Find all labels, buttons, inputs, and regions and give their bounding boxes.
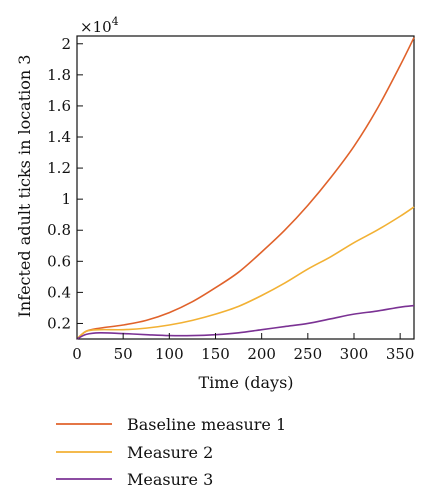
series-lines xyxy=(76,37,415,340)
y-tick-label: 0.6 xyxy=(47,252,71,270)
y-axis-label: Infected adult ticks in location 3 xyxy=(15,55,34,318)
x-tick-label: 150 xyxy=(201,345,230,363)
y-axis-ticks: 0.2 0.4 0.6 0.8 1 1.2 1.4 1.6 1.8 2 xyxy=(47,35,83,332)
y-tick-label: 1.2 xyxy=(47,159,71,177)
x-tick-label: 350 xyxy=(386,345,415,363)
x-axis-label: Time (days) xyxy=(198,373,293,392)
y-tick-label: 0.2 xyxy=(47,314,71,332)
legend-label: Baseline measure 1 xyxy=(127,415,286,434)
x-axis-ticks: 0 50 100 150 200 250 300 350 xyxy=(72,333,414,363)
y-tick-label: 0.8 xyxy=(47,221,71,239)
y-tick-label: 0.4 xyxy=(47,283,71,301)
legend-label: Measure 2 xyxy=(127,443,213,462)
plot-frame xyxy=(76,35,415,340)
y-multiplier-label: ×104 xyxy=(80,15,119,36)
y-tick-label: 1.8 xyxy=(47,66,71,84)
x-tick-label: 0 xyxy=(72,345,82,363)
y-tick-label: 1.6 xyxy=(47,97,71,115)
x-tick-label: 250 xyxy=(294,345,323,363)
series-line-3 xyxy=(76,304,415,340)
x-tick-label: 50 xyxy=(114,345,133,363)
series-line-1 xyxy=(76,37,415,340)
x-tick-label: 300 xyxy=(340,345,369,363)
x-tick-label: 100 xyxy=(155,345,184,363)
legend: Baseline measure 1 Measure 2 Measure 3 xyxy=(56,415,286,489)
plot-area: 0 50 100 150 200 250 300 350 0.2 0.4 0.6 0.8 1 1.2 1.… xyxy=(47,35,415,363)
x-tick-label: 200 xyxy=(247,345,276,363)
y-tick-label: 1.4 xyxy=(47,128,71,146)
series-line-2 xyxy=(76,206,415,340)
y-tick-label: 2 xyxy=(61,35,71,53)
legend-label: Measure 3 xyxy=(127,470,213,489)
y-tick-label: 1 xyxy=(61,190,71,208)
